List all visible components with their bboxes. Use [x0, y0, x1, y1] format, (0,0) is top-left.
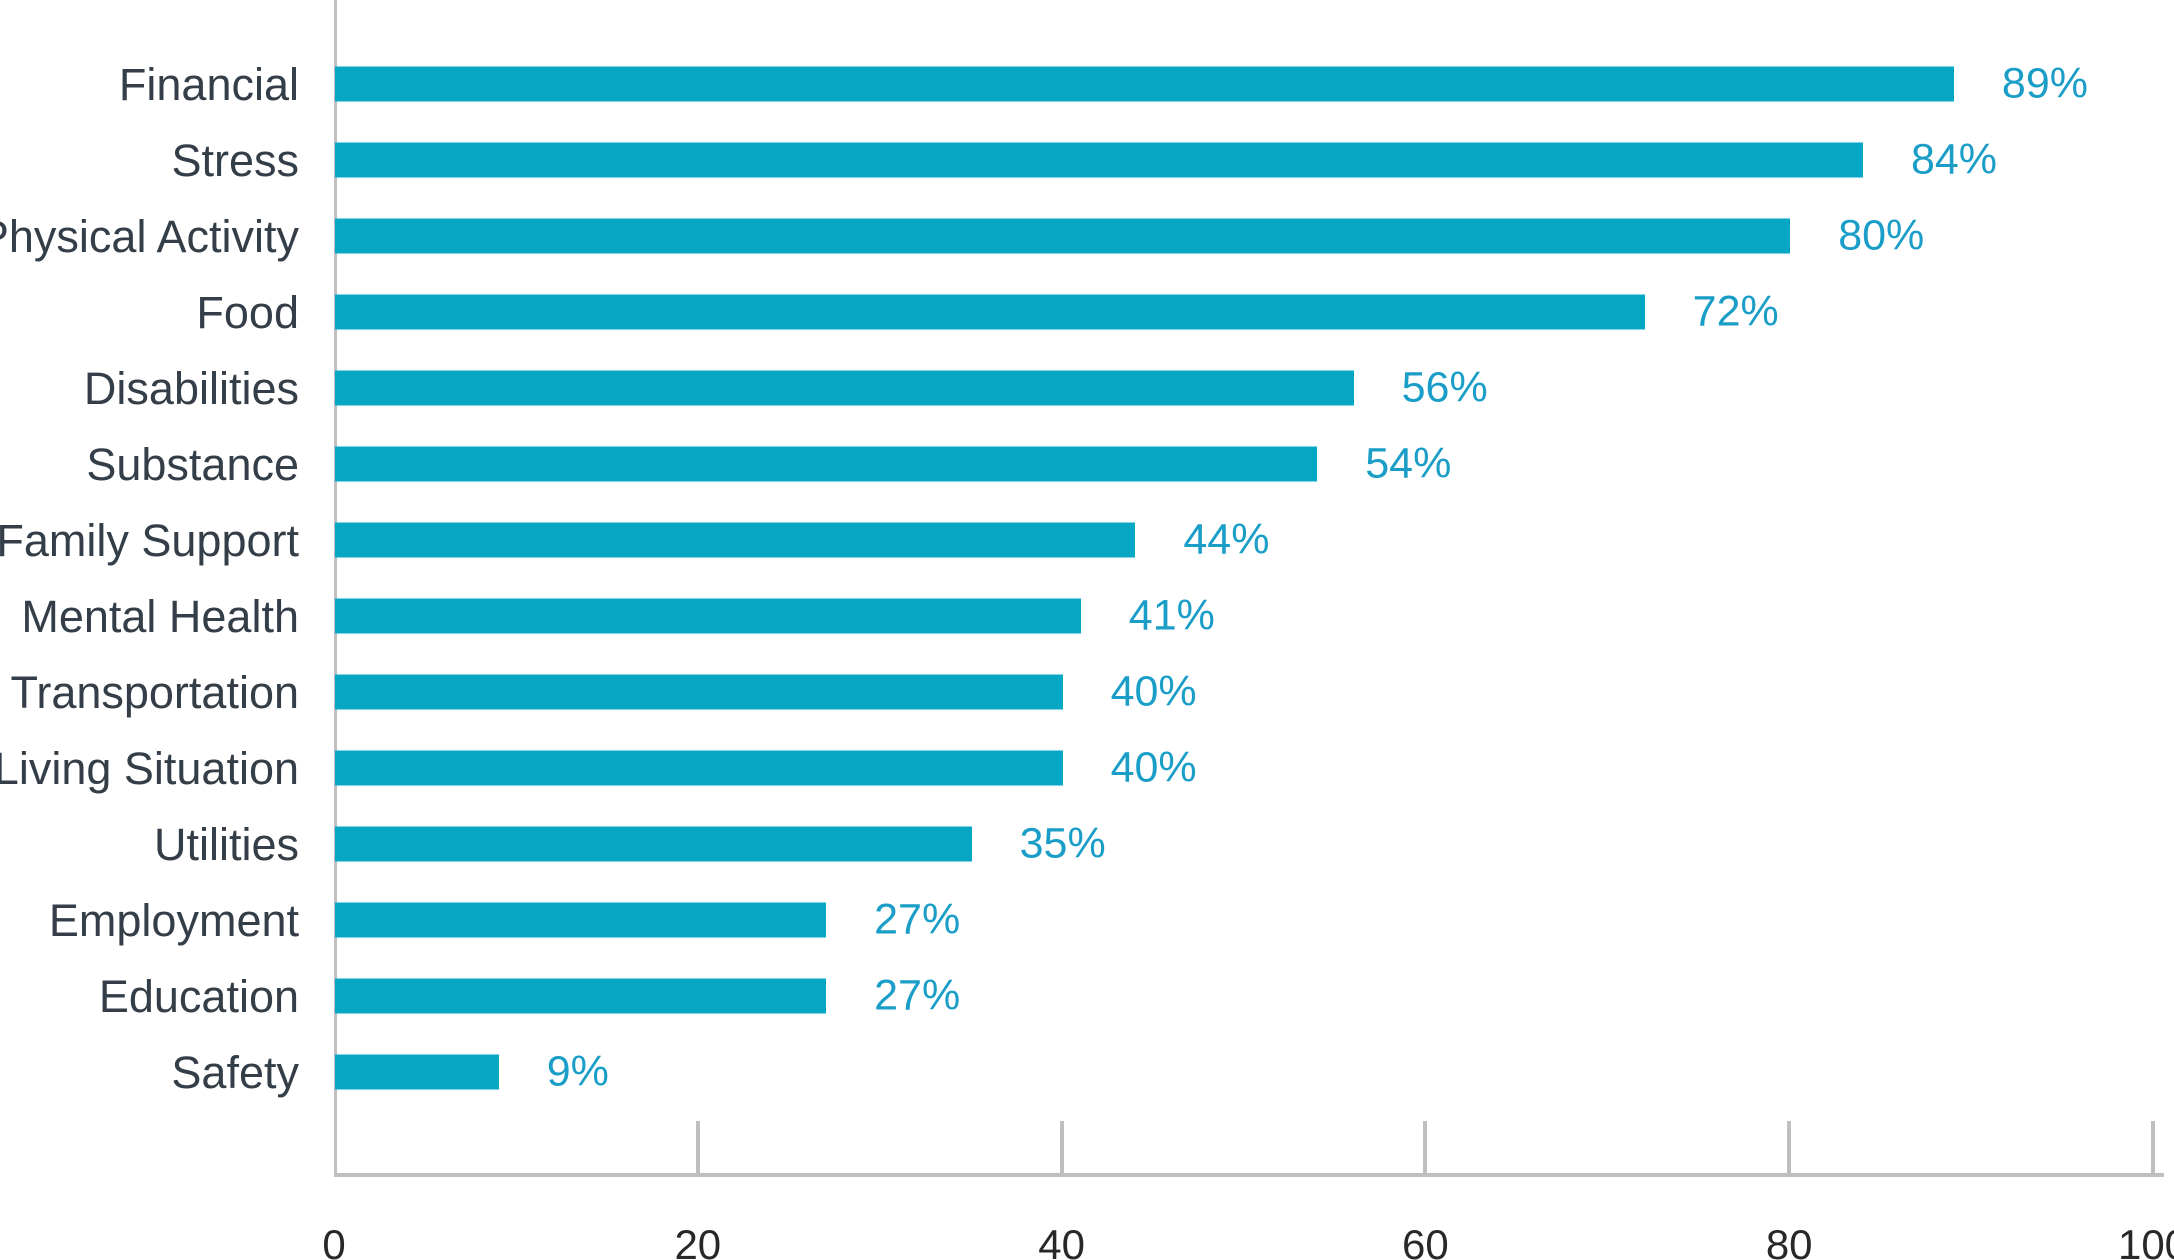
value-label: 80% [1838, 211, 1925, 260]
bar-row: Utilities 35% [0, 806, 2174, 882]
bar [335, 750, 1063, 786]
category-label: Stress [171, 134, 299, 186]
x-tick-label: 100 [2117, 1221, 2174, 1260]
bar-track: 41% [335, 578, 2154, 654]
x-tick [1423, 1121, 1428, 1173]
bar-track: 89% [335, 46, 2154, 122]
category-label: Transportation [10, 666, 299, 718]
x-tick-label: 60 [1402, 1221, 1449, 1260]
value-label: 40% [1110, 667, 1197, 716]
x-tick [1787, 1121, 1792, 1173]
category-label: Family Support [0, 514, 299, 566]
value-label: 9% [546, 1047, 609, 1096]
value-label: 27% [874, 971, 961, 1020]
value-label: 89% [2001, 59, 2088, 108]
bar [335, 522, 1136, 558]
x-tick-label: 0 [322, 1221, 346, 1260]
bar-track: 72% [335, 274, 2154, 350]
bar-row: Food 72% [0, 274, 2174, 350]
bar-row: Safety 9% [0, 1034, 2174, 1110]
bar-track: 44% [335, 502, 2154, 578]
bar [335, 598, 1081, 634]
bar-track: 56% [335, 350, 2154, 426]
category-label: Living Situation [0, 742, 299, 794]
x-tick [695, 1121, 700, 1173]
category-label: Mental Health [21, 590, 299, 642]
value-label: 40% [1110, 743, 1197, 792]
category-label: Food [196, 286, 299, 338]
bar [335, 902, 827, 938]
bar-row: Transportation 40% [0, 654, 2174, 730]
value-label: 44% [1183, 515, 1270, 564]
x-axis-line [334, 1173, 2164, 1177]
x-tick [2151, 1121, 2155, 1173]
bar-row: Physical Activity 80% [0, 198, 2174, 274]
bar-rows: Financial 89% Stress 84% Physical Activi… [0, 46, 2174, 1110]
bar [335, 294, 1645, 330]
bar-row: Mental Health 41% [0, 578, 2174, 654]
bar-track: 80% [335, 198, 2154, 274]
bar-row: Living Situation 40% [0, 730, 2174, 806]
x-tick-label: 80 [1765, 1221, 1813, 1260]
bar-track: 84% [335, 122, 2154, 198]
category-label: Utilities [153, 818, 299, 870]
x-tick [1059, 1121, 1064, 1173]
bar [335, 66, 1954, 102]
bar-row: Financial 89% [0, 46, 2174, 122]
bar [335, 978, 827, 1014]
value-label: 41% [1128, 591, 1215, 640]
value-label: 35% [1019, 819, 1106, 868]
bar-row: Employment 27% [0, 882, 2174, 958]
bar [335, 446, 1318, 482]
bar-row: Family Support 44% [0, 502, 2174, 578]
bar-track: 40% [335, 654, 2154, 730]
bar-row: Education 27% [0, 958, 2174, 1034]
bar-track: 40% [335, 730, 2154, 806]
bar-track: 54% [335, 426, 2154, 502]
bar-row: Disabilities 56% [0, 350, 2174, 426]
value-label: 56% [1401, 363, 1488, 412]
category-label: Substance [86, 438, 299, 490]
category-label: Employment [48, 894, 299, 946]
bar-track: 27% [335, 882, 2154, 958]
category-label: Education [98, 970, 299, 1022]
category-label: Disabilities [83, 362, 299, 414]
x-tick-label: 40 [1038, 1221, 1085, 1260]
bar-row: Substance 54% [0, 426, 2174, 502]
bar [335, 1054, 499, 1090]
value-label: 72% [1692, 287, 1779, 336]
value-label: 84% [1910, 135, 1998, 184]
bar [335, 674, 1063, 710]
bar [335, 370, 1354, 406]
bar [335, 826, 972, 862]
y-axis-line [334, 0, 337, 1177]
category-label: Physical Activity [0, 210, 299, 262]
value-label: 27% [874, 895, 961, 944]
category-label: Safety [171, 1046, 299, 1098]
category-label: Financial [118, 58, 299, 110]
bar-track: 9% [335, 1034, 2154, 1110]
bar-track: 27% [335, 958, 2154, 1034]
bar-row: Stress 84% [0, 122, 2174, 198]
x-tick-label: 20 [674, 1221, 722, 1260]
bar [335, 142, 1863, 178]
bar [335, 218, 1791, 254]
bar-track: 35% [335, 806, 2154, 882]
value-label: 54% [1365, 439, 1452, 488]
